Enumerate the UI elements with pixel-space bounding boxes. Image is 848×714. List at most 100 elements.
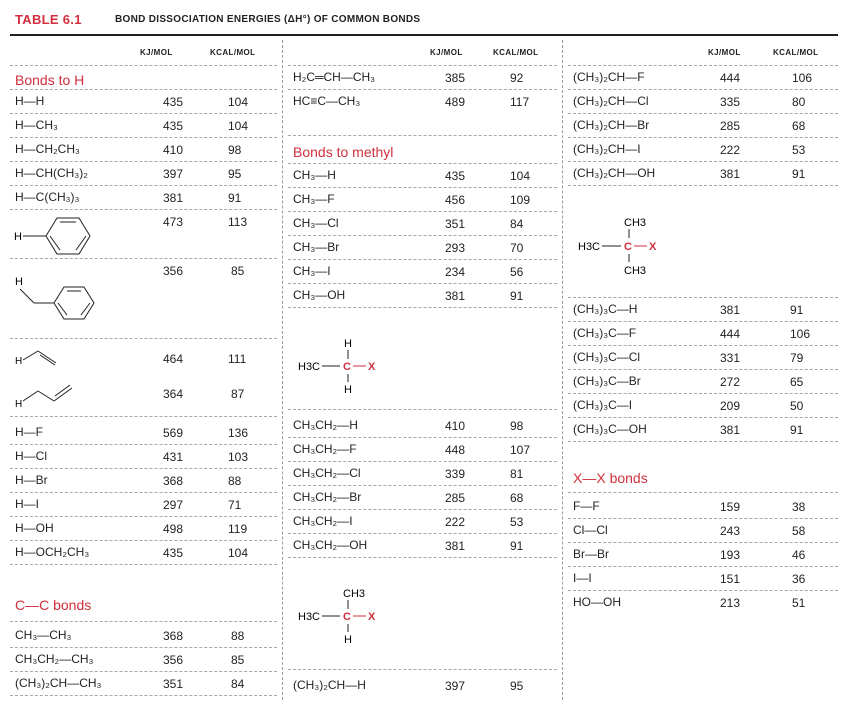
kj-value: 448 [445,443,466,457]
kcal-value: 38 [792,500,806,514]
kcal-value: 84 [231,677,245,691]
bond-label: I—I [573,571,592,585]
table-row: CH₃—H 435 104 [288,164,557,188]
table-row: I—I 151 36 [568,567,838,591]
table-row: CH₃—CH₃ 368 88 [10,624,277,648]
atom-h-label: H [344,384,352,396]
atom-ch3-label: CH3 [624,217,646,229]
kj-value: 234 [445,265,466,279]
table-row: F—F 159 38 [568,495,838,519]
section-bonds-to-methyl: Bonds to methyl [293,144,394,160]
atom-h-label: H [344,338,352,350]
bond-label: (CH₃)₃C—Br [573,374,641,388]
table-row: (CH₃)₂CH—CH₃ 351 84 [10,672,277,696]
kcal-value: 103 [228,450,249,464]
table-row: (CH₃)₃C—OH 381 91 [568,418,838,442]
kcal-value: 53 [792,143,806,157]
bond-label: (CH₃)₂CH—Br [573,118,650,132]
bond-label: CH₃—CH₃ [15,628,72,642]
kcal-value: 119 [228,522,248,536]
ethyl-x-structure: CH3 H3C C X H [298,588,376,646]
atom-x-label: X [368,611,376,623]
bond-label: H—I [15,497,39,511]
bond-label: (CH₃)₂CH—F [573,70,645,84]
table-row: CH₃—OH 381 91 [288,284,557,308]
kj-value: 351 [445,217,466,231]
table-row: CH₃CH₂—Cl 339 81 [288,462,557,486]
kj-value: 381 [163,191,184,205]
table-row: (CH₃)₂CH—Cl 335 80 [568,90,838,114]
bond-label: (CH₃)₃C—Cl [573,350,641,364]
kcal-value: 104 [510,169,531,183]
kj-value: 159 [720,500,741,514]
bond-label: H—OCH₂CH₃ [15,545,90,559]
kcal-value: 95 [510,679,524,693]
bond-label: CH₃CH₂—OH [293,538,368,552]
table-row: (CH₃)₂CH—H 397 95 [288,674,557,698]
kj-value: 243 [720,524,741,538]
kcal-value: 85 [231,653,245,667]
kcal-value: 111 [228,352,247,366]
kj-value: 498 [163,522,184,536]
table-row: CH₃CH₂—Br 285 68 [288,486,557,510]
kj-value: 213 [720,596,741,610]
kcal-value: 84 [510,217,524,231]
atom-x-label: X [649,241,657,253]
table-row: Br—Br 193 46 [568,543,838,567]
panel-left: KJ/MOL KCAL/MOL Bonds to H H—H 435 104 H—CH… [10,40,277,700]
header-row [288,44,557,66]
bond-label: H—H [15,94,45,108]
bond-label: CH₃—Cl [293,216,339,230]
bond-label: H—C(CH₃)₃ [15,190,80,204]
atom-h-label: H [15,399,22,410]
section-row [568,445,838,493]
bond-label: Br—Br [573,547,609,561]
bond-label: CH₃CH₂—F [293,442,357,456]
table-caption: BOND DISSOCIATION ENERGIES (ΔH°) OF COMM… [115,14,421,25]
table-row: (CH₃)₂CH—Br 285 68 [568,114,838,138]
table-row: (CH₃)₃C—F 444 106 [568,322,838,346]
kcal-value: 91 [792,167,806,181]
table-row: H 464 111 [10,339,277,373]
col-header-kj: KJ/MOL [708,48,741,57]
kj-value: 435 [445,169,466,183]
kj-value: 473 [163,215,184,229]
table-row: H—F 569 136 [10,421,277,445]
section-xx-bonds: X—X bonds [573,470,648,486]
table-row: H₂C═CH—CH₃ 385 92 [288,66,557,90]
table-row: H—CH₃ 435 104 [10,114,277,138]
structure-row: CH3 H3C C X CH3 [568,186,838,298]
kcal-value: 81 [510,467,524,481]
table-row: (CH₃)₃C—I 209 50 [568,394,838,418]
atom-c-label: C [343,611,351,623]
atom-h3c-label: H3C [298,611,320,623]
bond-label: CH₃CH₂—H [293,418,358,432]
kj-value: 293 [445,241,466,255]
bond-label: (CH₃)₃C—OH [573,422,647,436]
kj-value: 209 [720,399,741,413]
bond-label: (CH₃)₃C—H [573,302,638,316]
atom-h3c-label: H3C [578,241,600,253]
kj-value: 364 [163,387,184,401]
table-row: H—CH(CH₃)₂ 397 95 [10,162,277,186]
bond-label: H—F [15,425,43,439]
table-row: (CH₃)₃C—H 381 91 [568,298,838,322]
kj-value: 410 [445,419,466,433]
table-row: (CH₃)₃C—Br 272 65 [568,370,838,394]
kj-value: 356 [163,653,184,667]
atom-ch3-label: CH3 [624,265,646,277]
kj-value: 464 [163,352,184,366]
kj-value: 489 [445,95,466,109]
section-bonds-to-h: Bonds to H [15,72,85,88]
kj-value: 435 [163,546,184,560]
kj-value: 222 [445,515,466,529]
kcal-value: 88 [231,629,245,643]
bond-label: (CH₃)₃C—F [573,326,637,340]
table-row: Cl—Cl 243 58 [568,519,838,543]
kcal-value: 51 [792,596,806,610]
kcal-value: 36 [792,572,806,586]
kj-value: 435 [163,119,184,133]
table-number: TABLE 6.1 [15,12,82,27]
bond-label: CH₃—OH [293,288,346,302]
table-row: CH₃—F 456 109 [288,188,557,212]
